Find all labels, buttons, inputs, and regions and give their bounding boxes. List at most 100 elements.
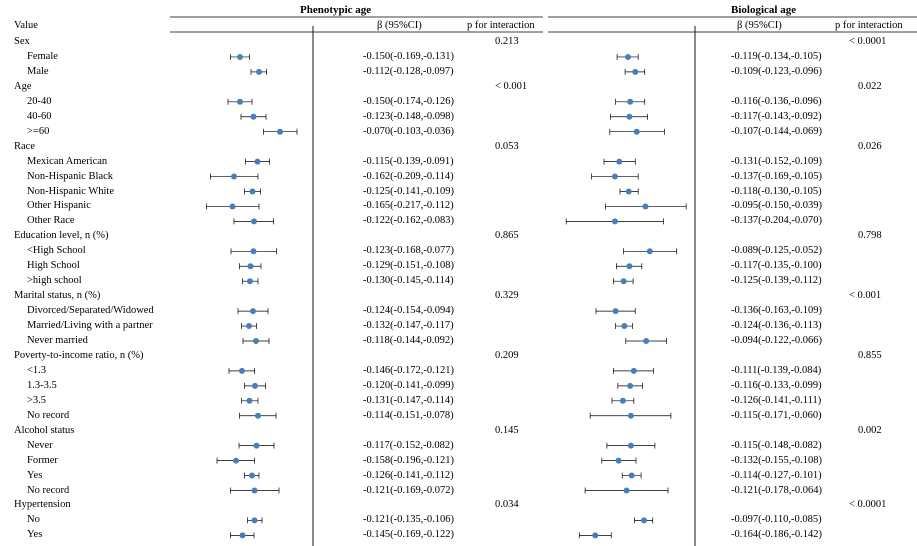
estimate-point-pheno (250, 248, 257, 255)
estimate-point-pheno (251, 218, 257, 225)
p-interaction-pheno: < 0.001 (495, 80, 528, 92)
beta-ci-pheno: -0.070(-0.103,-0.036) (363, 125, 454, 137)
estimate-point-pheno (255, 412, 261, 419)
estimate-point-pheno (246, 323, 252, 330)
beta-ci-bio: -0.119(-0.134,-0.105) (731, 50, 822, 62)
beta-ci-bio: -0.109(-0.123,-0.096) (731, 65, 822, 77)
header-beta-pheno: β (95%CI) (377, 20, 422, 31)
header-phenotypic: Phenotypic age (300, 4, 372, 16)
estimate-point-pheno (239, 532, 246, 539)
beta-ci-pheno: -0.129(-0.151,-0.108) (363, 260, 454, 272)
estimate-point-bio (611, 218, 618, 225)
estimate-point-bio (616, 158, 623, 165)
beta-ci-pheno: -0.114(-0.151,-0.078) (363, 409, 454, 421)
estimate-point-pheno (250, 308, 256, 315)
estimate-point-bio (625, 53, 631, 60)
item-label: Never married (27, 335, 88, 346)
item-label: Female (27, 50, 58, 62)
estimate-point-pheno (249, 472, 255, 479)
group-label: Age (14, 80, 32, 92)
beta-ci-pheno: -0.122(-0.162,-0.083) (363, 215, 454, 227)
group-label: Education level, n (%) (14, 230, 109, 242)
beta-ci-pheno: -0.158(-0.196,-0.121) (363, 454, 454, 466)
estimate-point-bio (643, 338, 650, 344)
beta-ci-pheno: -0.146(-0.172,-0.121) (363, 364, 454, 376)
beta-ci-pheno: -0.150(-0.174,-0.126) (363, 95, 454, 107)
group-label: Poverty-to-income ratio, n (%) (14, 349, 144, 361)
estimate-point-bio (641, 517, 647, 524)
estimate-point-pheno (239, 367, 245, 374)
item-label: No (27, 514, 40, 526)
beta-ci-pheno: -0.145(-0.169,-0.122) (363, 529, 454, 541)
item-label: Other Hispanic (27, 200, 91, 212)
beta-ci-bio: -0.095(-0.150,-0.039) (731, 200, 822, 212)
item-label: Non-Hispanic Black (27, 170, 114, 182)
estimate-point-bio (642, 203, 649, 210)
estimate-point-pheno (253, 338, 259, 344)
item-label: Mexican American (27, 155, 108, 167)
p-interaction-bio: 0.855 (858, 349, 882, 361)
beta-ci-pheno: -0.120(-0.141,-0.099) (363, 379, 454, 391)
beta-ci-bio: -0.117(-0.143,-0.092) (731, 110, 822, 122)
group-label: Marital status, n (%) (14, 290, 101, 302)
estimate-point-bio (611, 173, 618, 180)
beta-ci-bio: -0.094(-0.122,-0.066) (731, 335, 822, 346)
p-interaction-bio: < 0.001 (849, 290, 882, 302)
estimate-point-pheno (231, 173, 237, 180)
beta-ci-pheno: -0.112(-0.128,-0.097) (363, 65, 454, 77)
beta-ci-bio: -0.121(-0.178,-0.064) (731, 484, 822, 496)
beta-ci-bio: -0.118(-0.130,-0.105) (731, 185, 822, 197)
item-label: Never (27, 439, 53, 451)
p-interaction-bio: < 0.0001 (849, 499, 887, 511)
estimate-point-bio (619, 397, 626, 404)
estimate-point-pheno (249, 188, 256, 195)
item-label: 40-60 (27, 110, 52, 122)
beta-ci-pheno: -0.126(-0.141,-0.112) (363, 469, 454, 481)
beta-ci-pheno: -0.118(-0.144,-0.092) (363, 335, 454, 346)
beta-ci-pheno: -0.165(-0.217,-0.112) (363, 200, 454, 212)
item-label: No record (27, 484, 70, 496)
item-label: 20-40 (27, 95, 52, 107)
estimate-point-pheno (256, 68, 262, 75)
estimate-point-pheno (247, 278, 253, 285)
beta-ci-pheno: -0.121(-0.169,-0.072) (363, 484, 454, 496)
beta-ci-bio: -0.111(-0.139,-0.084) (731, 364, 822, 376)
p-interaction-pheno: 0.053 (495, 140, 519, 152)
beta-ci-bio: -0.114(-0.127,-0.101) (731, 469, 822, 481)
estimate-point-pheno (254, 158, 261, 165)
beta-ci-bio: -0.137(-0.204,-0.070) (731, 215, 822, 227)
beta-ci-bio: -0.136(-0.163,-0.109) (731, 305, 822, 317)
estimate-point-bio (620, 278, 627, 285)
estimate-point-pheno (251, 487, 258, 494)
beta-ci-bio: -0.117(-0.135,-0.100) (731, 260, 822, 272)
group-label: Alcohol status (14, 424, 75, 436)
item-label: <1.3 (27, 364, 47, 376)
estimate-point-bio (615, 457, 622, 464)
beta-ci-bio: -0.124(-0.136,-0.113) (731, 320, 822, 332)
item-label: Male (27, 65, 49, 77)
p-interaction-pheno: 0.034 (495, 499, 519, 511)
header-biological: Biological age (731, 4, 797, 16)
p-interaction-pheno: 0.329 (495, 290, 519, 302)
item-label: Former (27, 454, 58, 466)
estimate-point-pheno (233, 457, 239, 464)
item-label: Yes (27, 529, 43, 541)
beta-ci-bio: -0.089(-0.125,-0.052) (731, 245, 822, 257)
group-label: Sex (14, 36, 30, 47)
beta-ci-bio: -0.164(-0.186,-0.142) (731, 529, 822, 541)
header-p-pheno: p for interaction (467, 20, 535, 31)
estimate-point-bio (646, 248, 653, 255)
p-interaction-pheno: 0.865 (495, 230, 519, 242)
beta-ci-bio: -0.115(-0.171,-0.060) (731, 409, 822, 421)
beta-ci-pheno: -0.130(-0.145,-0.114) (363, 275, 454, 287)
estimate-point-bio (625, 188, 632, 195)
estimate-point-bio (621, 323, 628, 330)
item-label: High School (27, 260, 80, 272)
beta-ci-pheno: -0.123(-0.168,-0.077) (363, 245, 454, 257)
estimate-point-pheno (247, 263, 254, 270)
item-label: <High School (27, 245, 86, 257)
item-label: 1.3-3.5 (27, 379, 57, 391)
estimate-point-bio (632, 68, 639, 75)
estimate-point-bio (592, 532, 599, 539)
